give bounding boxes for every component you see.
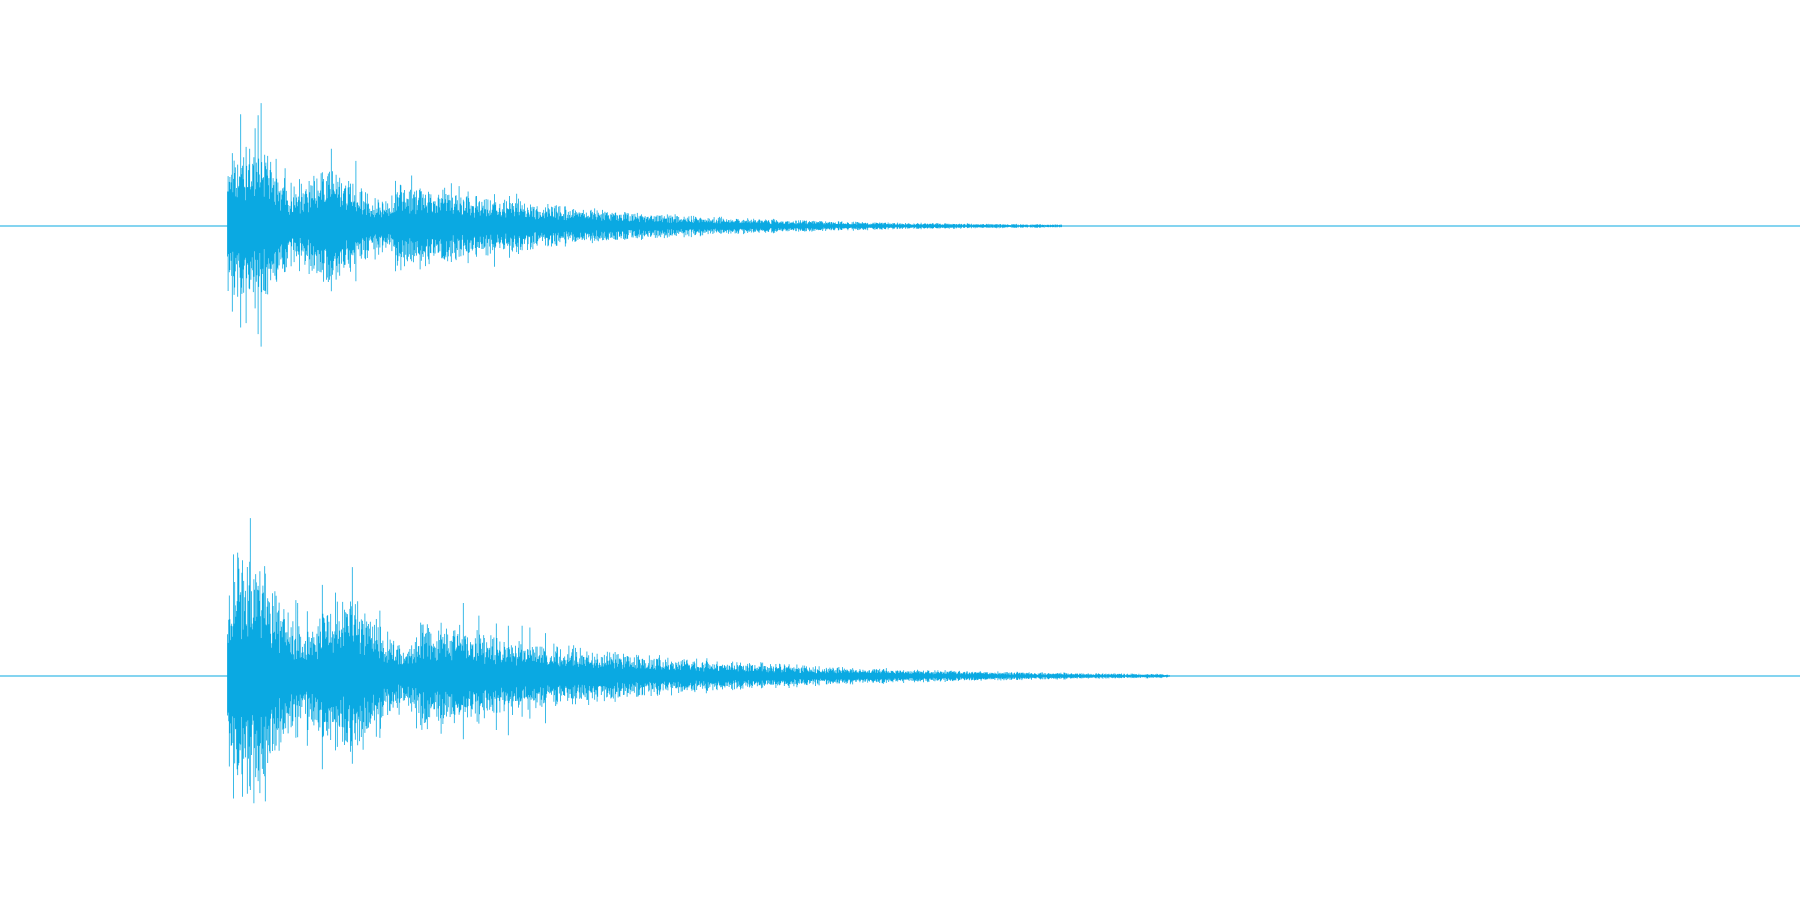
- channel-samples: [227, 518, 1170, 804]
- channel-samples: [227, 103, 1062, 347]
- channel-1-waveform: [0, 103, 1800, 347]
- channel-2-waveform: [0, 518, 1800, 804]
